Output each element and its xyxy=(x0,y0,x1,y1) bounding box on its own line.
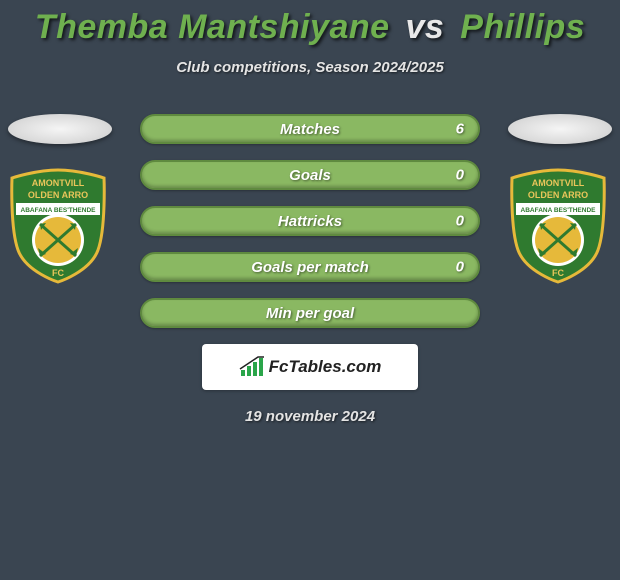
svg-text:OLDEN ARRO: OLDEN ARRO xyxy=(528,190,588,200)
stat-label: Matches xyxy=(280,121,340,138)
page-title: Themba Mantshiyane vs Phillips xyxy=(0,0,620,47)
stat-value-right: 0 xyxy=(456,259,464,276)
badge-top-text: AMONTVILL xyxy=(32,178,85,188)
player2-avatar-placeholder xyxy=(508,114,612,144)
stats-list: Matches 6 Goals 0 Hattricks 0 Goals per … xyxy=(140,114,480,328)
badge-mid-text: OLDEN ARRO xyxy=(28,190,88,200)
stat-bar-min-per-goal: Min per goal xyxy=(140,298,480,328)
player1-column: AMONTVILL OLDEN ARRO ABAFANA BES'THENDE xyxy=(8,114,112,284)
player1-club-badge: AMONTVILL OLDEN ARRO ABAFANA BES'THENDE xyxy=(8,168,108,284)
stat-bar-goals: Goals 0 xyxy=(140,160,480,190)
brand-badge: FcTables.com xyxy=(202,344,418,390)
stat-bar-matches: Matches 6 xyxy=(140,114,480,144)
badge-fc-text: FC xyxy=(52,268,64,278)
footer-date: 19 november 2024 xyxy=(0,408,620,425)
svg-text:ABAFANA BES'THENDE: ABAFANA BES'THENDE xyxy=(521,207,597,214)
title-vs: vs xyxy=(406,8,445,46)
svg-text:FC: FC xyxy=(552,268,564,278)
stat-label: Min per goal xyxy=(266,305,354,322)
stat-bar-hattricks: Hattricks 0 xyxy=(140,206,480,236)
title-player1: Themba Mantshiyane xyxy=(35,8,390,46)
player1-avatar-placeholder xyxy=(8,114,112,144)
stat-value-right: 6 xyxy=(456,121,464,138)
stat-value-right: 0 xyxy=(456,167,464,184)
stat-label: Goals xyxy=(289,167,331,184)
subtitle: Club competitions, Season 2024/2025 xyxy=(0,59,620,76)
player2-club-badge: AMONTVILL OLDEN ARRO ABAFANA BES'THENDE xyxy=(508,168,608,284)
bar-chart-icon xyxy=(239,356,265,378)
stat-label: Goals per match xyxy=(251,259,369,276)
player2-column: AMONTVILL OLDEN ARRO ABAFANA BES'THENDE xyxy=(508,114,612,284)
svg-text:AMONTVILL: AMONTVILL xyxy=(532,178,585,188)
badge-banner-text: ABAFANA BES'THENDE xyxy=(21,207,97,214)
stat-bar-goals-per-match: Goals per match 0 xyxy=(140,252,480,282)
stat-label: Hattricks xyxy=(278,213,342,230)
brand-text: FcTables.com xyxy=(269,357,382,377)
stat-value-right: 0 xyxy=(456,213,464,230)
title-player2: Phillips xyxy=(460,8,585,46)
content-area: AMONTVILL OLDEN ARRO ABAFANA BES'THENDE xyxy=(0,114,620,425)
